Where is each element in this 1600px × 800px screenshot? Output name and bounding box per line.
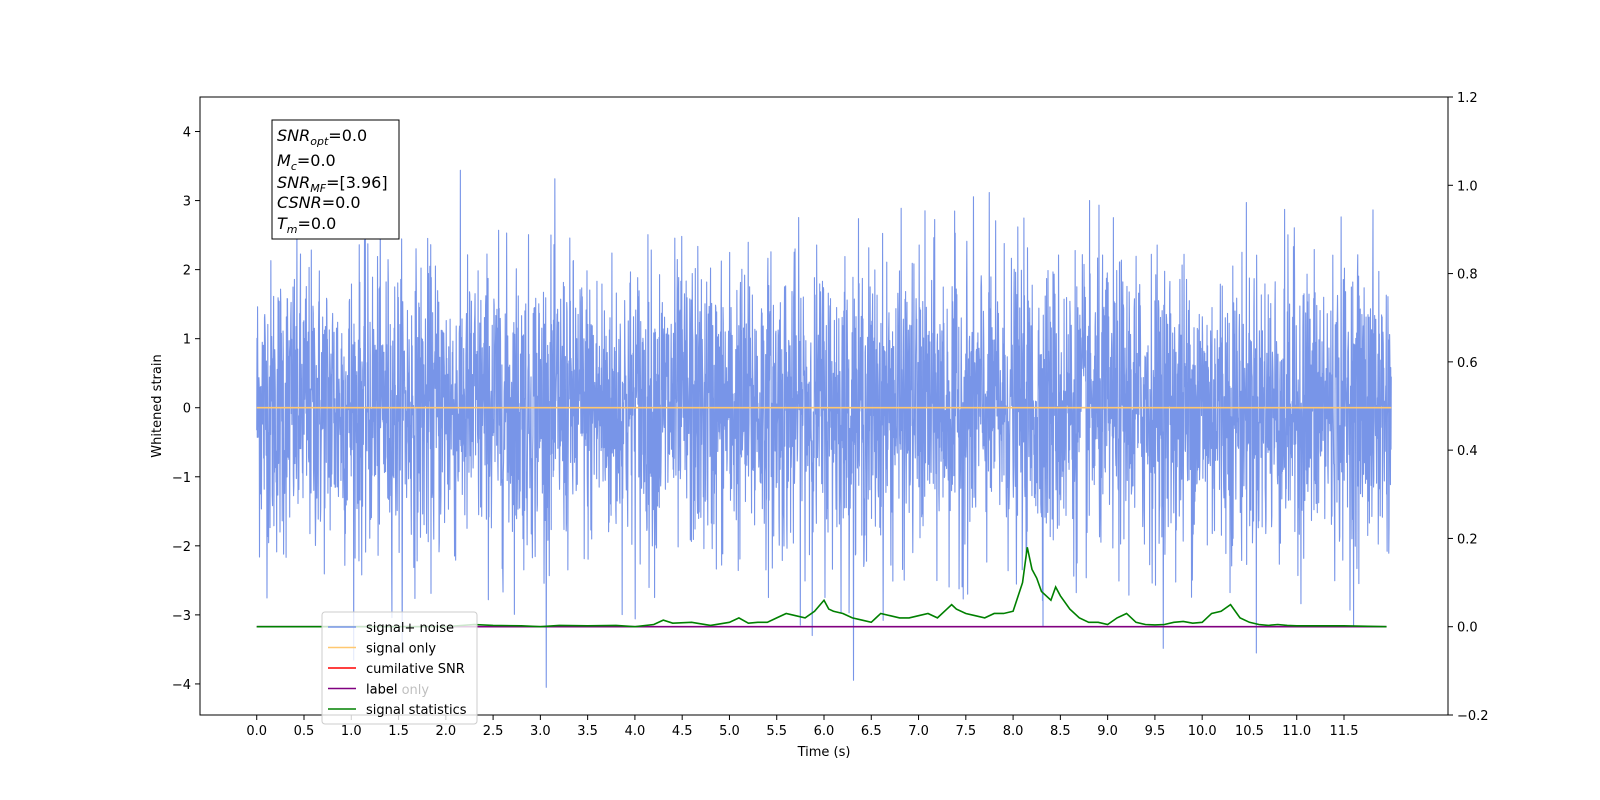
y-tick-label: 1 bbox=[183, 333, 191, 348]
x-tick-label: 11.5 bbox=[1330, 724, 1359, 739]
y2-tick-label: −0.2 bbox=[1457, 709, 1489, 724]
mc-text: Mc=0.0 bbox=[277, 151, 336, 173]
signal-noise-series bbox=[256, 169, 1392, 688]
y-tick-label: 0 bbox=[183, 402, 191, 417]
y-tick-label: 3 bbox=[183, 195, 191, 210]
x-tick-label: 9.0 bbox=[1097, 724, 1118, 739]
x-tick-label: 0.0 bbox=[246, 724, 267, 739]
x-tick-label: 7.5 bbox=[955, 724, 976, 739]
signal-noise-line bbox=[256, 169, 1392, 688]
legend: label only signal+ noise signal only cumil… bbox=[321, 611, 478, 725]
x-tick-label: 5.5 bbox=[766, 724, 787, 739]
snr-opt-text: SNRopt=0.0 bbox=[277, 126, 367, 148]
x-tick-label: 2.0 bbox=[435, 724, 456, 739]
y-tick-label: −4 bbox=[172, 678, 191, 693]
y2-tick-label: 0.6 bbox=[1457, 356, 1478, 371]
x-tick-label: 5.0 bbox=[719, 724, 740, 739]
x-tick-label: 4.5 bbox=[672, 724, 693, 739]
x-tick-label: 1.0 bbox=[341, 724, 362, 739]
y-tick-label: 2 bbox=[183, 264, 191, 279]
x-tick-label: 8.0 bbox=[1003, 724, 1024, 739]
x-tick-label: 6.5 bbox=[861, 724, 882, 739]
y-tick-label: −2 bbox=[172, 540, 191, 555]
legend-label: signal statistics bbox=[366, 703, 467, 718]
y2-tick-label: 1.0 bbox=[1457, 179, 1478, 194]
snr-mf-text: SNRMF=[3.96] bbox=[277, 173, 388, 195]
x-tick-label: 11.0 bbox=[1282, 724, 1311, 739]
x-axis-ticks: 0.0 0.5 1.0 1.5 2.0 2.5 3.0 3.5 4.0 4.5 5.0 5.5 6.0 6… bbox=[246, 715, 1358, 739]
x-tick-label: 0.5 bbox=[294, 724, 315, 739]
y-axis-title: Whitened strain bbox=[150, 354, 165, 457]
x-tick-label: 7.0 bbox=[908, 724, 929, 739]
legend-label: signal+ noise bbox=[366, 621, 454, 636]
csnr-text: CSNR=0.0 bbox=[277, 193, 361, 212]
x-tick-label: 3.0 bbox=[530, 724, 551, 739]
x-tick-label: 9.5 bbox=[1145, 724, 1166, 739]
x-tick-label: 10.0 bbox=[1188, 724, 1217, 739]
snr-annotation-box: SNRopt=0.0 Mc=0.0 SNRMF=[3.96] CSNR=0.0 … bbox=[271, 119, 400, 240]
y2-tick-label: 0.8 bbox=[1457, 268, 1478, 283]
x-axis-title: Time (s) bbox=[797, 745, 851, 760]
x-tick-label: 2.5 bbox=[483, 724, 504, 739]
x-tick-label: 1.5 bbox=[388, 724, 409, 739]
y2-tick-label: 0.2 bbox=[1457, 532, 1478, 547]
y-tick-label: −3 bbox=[172, 609, 191, 624]
legend-label: cumilative SNR bbox=[366, 662, 465, 677]
legend-label: signal only bbox=[366, 642, 436, 657]
x-tick-label: 4.0 bbox=[625, 724, 646, 739]
y2-axis-ticks: −0.2 0.0 0.2 0.4 0.6 0.8 1.0 1.2 bbox=[1448, 91, 1489, 724]
plot-area bbox=[256, 169, 1392, 688]
y-tick-label: 4 bbox=[183, 126, 191, 141]
y-tick-label: −1 bbox=[172, 471, 191, 486]
legend-label: label bbox=[366, 683, 397, 698]
x-tick-label: 3.5 bbox=[577, 724, 598, 739]
tm-text: Tm=0.0 bbox=[277, 214, 336, 236]
y-axis-ticks: −4 −3 −2 −1 0 1 2 3 4 bbox=[172, 126, 200, 693]
y2-tick-label: 0.0 bbox=[1457, 621, 1478, 636]
y2-tick-label: 0.4 bbox=[1457, 444, 1478, 459]
x-tick-label: 6.0 bbox=[814, 724, 835, 739]
y2-tick-label: 1.2 bbox=[1457, 91, 1478, 106]
x-tick-label: 8.5 bbox=[1050, 724, 1071, 739]
signal-statistics-line bbox=[256, 547, 1387, 628]
x-tick-label: 10.5 bbox=[1235, 724, 1264, 739]
legend-obscured-text: label only bbox=[366, 683, 429, 698]
